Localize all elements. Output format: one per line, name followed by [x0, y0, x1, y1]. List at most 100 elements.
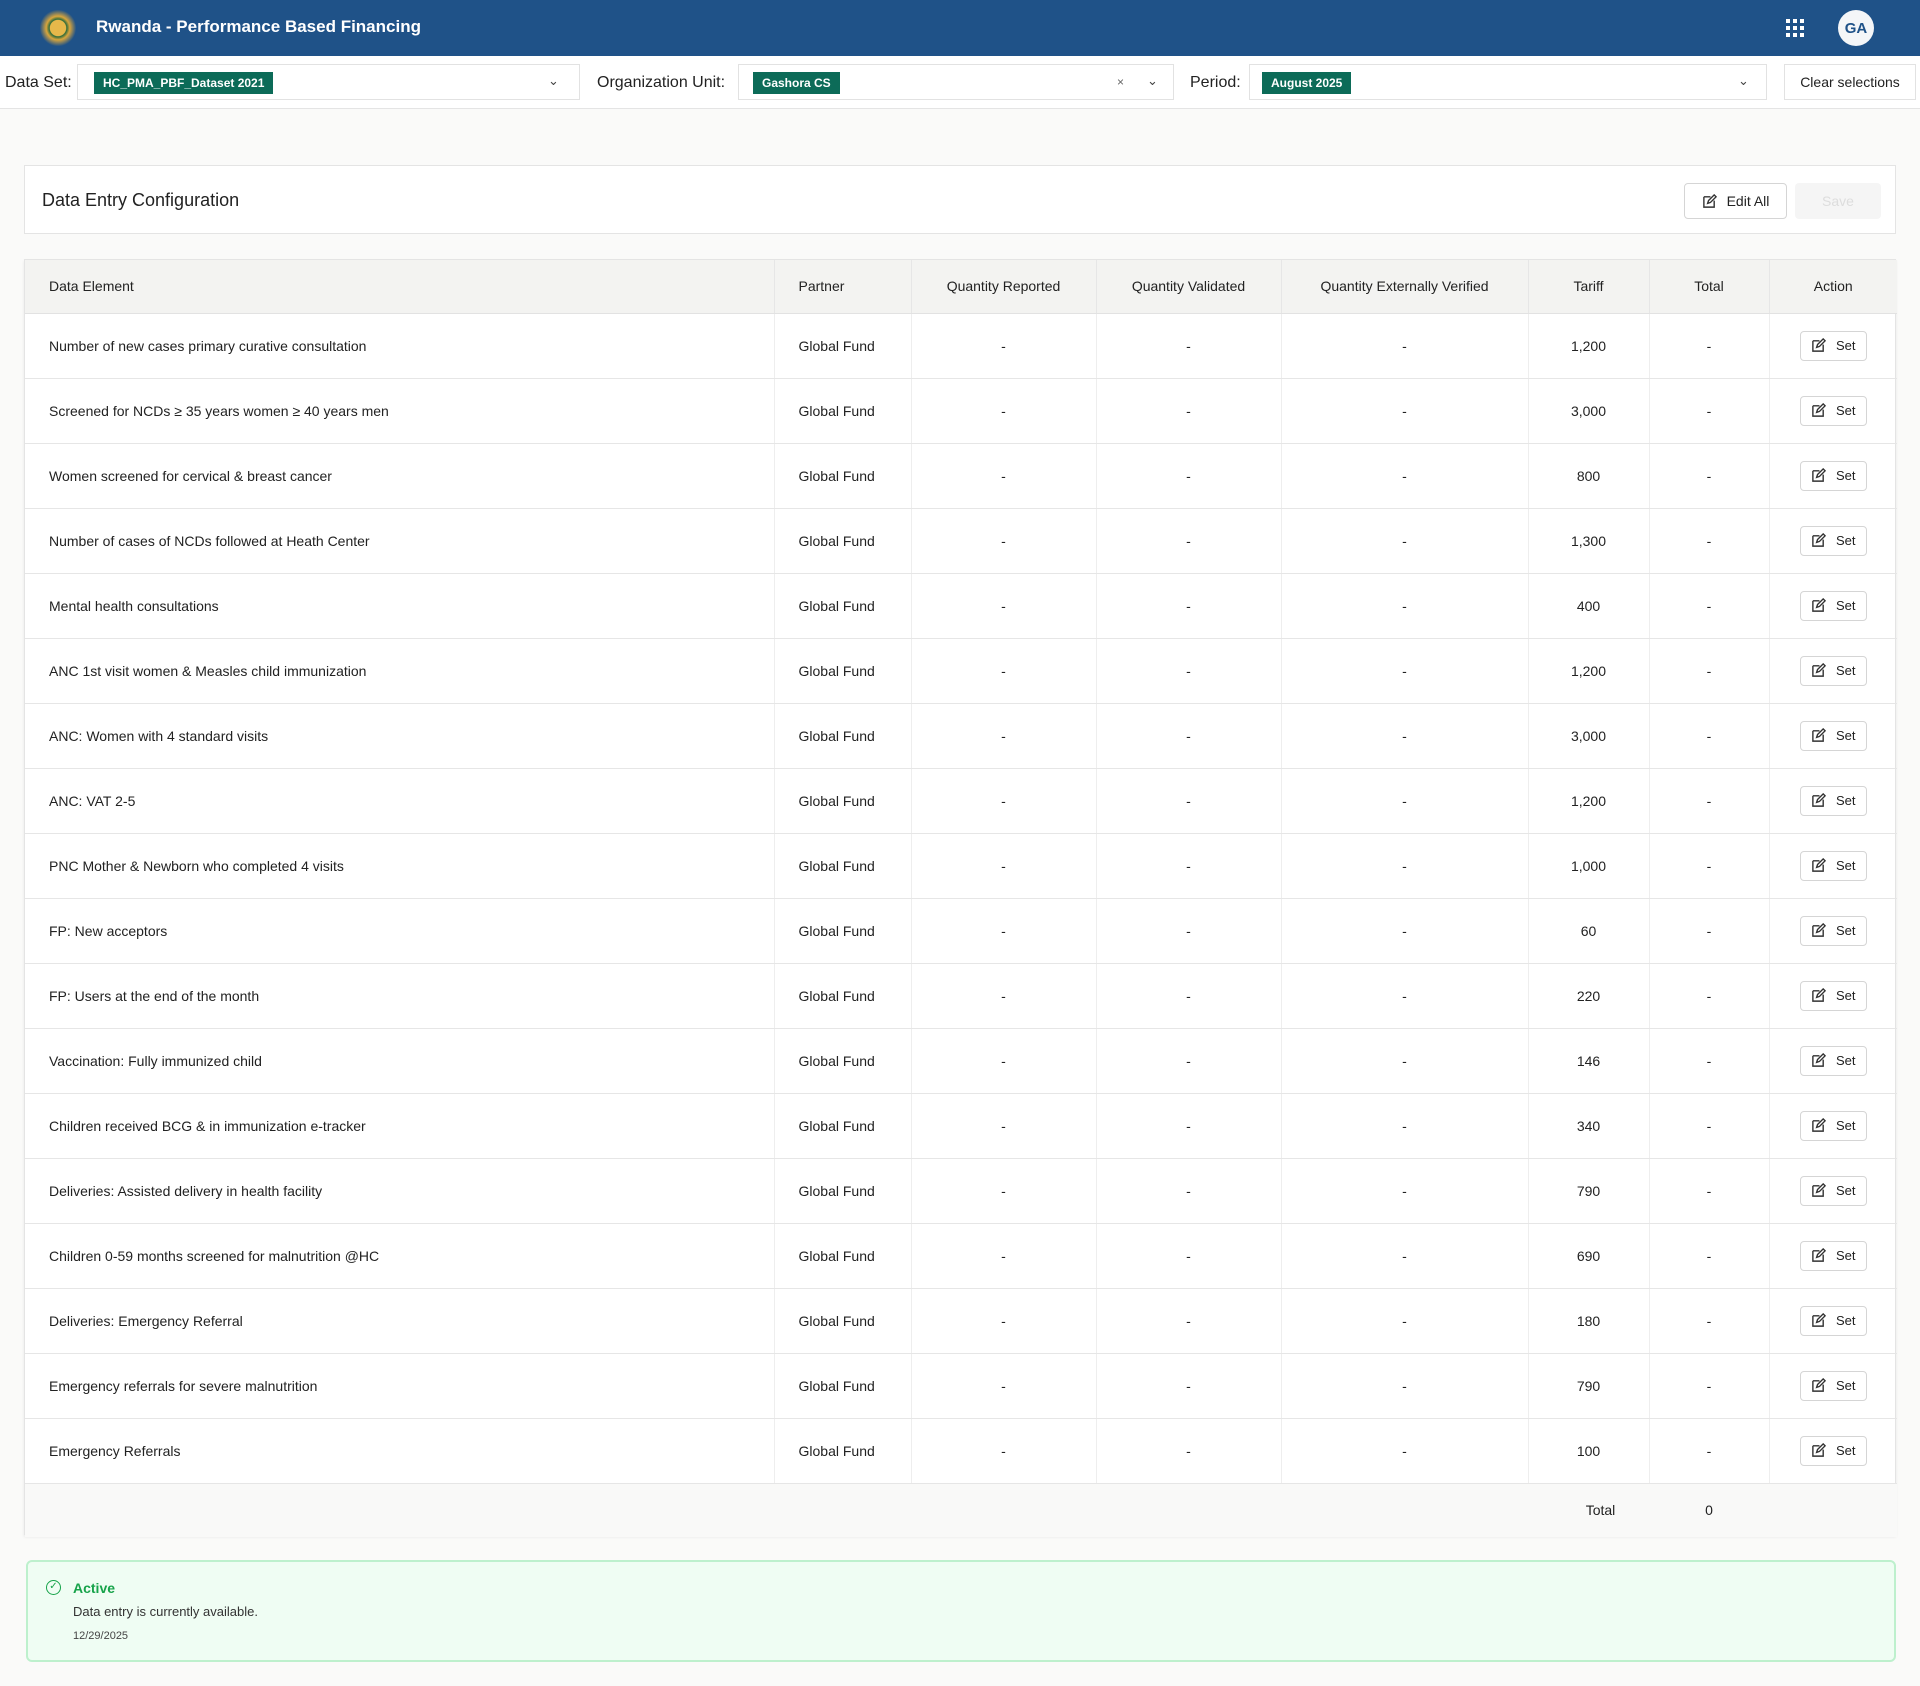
dataset-select[interactable]: HC_PMA_PBF_Dataset 2021 ⌄ [77, 64, 580, 100]
quantity-validated: - [1096, 703, 1282, 769]
partner: Global Fund [774, 1353, 912, 1419]
set-button[interactable]: Set [1799, 1435, 1867, 1466]
edit-icon [1812, 793, 1826, 807]
set-label: Set [1835, 533, 1856, 548]
orgunit-select[interactable]: Gashora CS × ⌄ [738, 64, 1174, 100]
quantity-reported: - [911, 443, 1097, 509]
tariff: 1,200 [1528, 638, 1650, 704]
table-row: Emergency referrals for severe malnutrit… [25, 1353, 1897, 1419]
table-row: Children 0-59 months screened for malnut… [25, 1223, 1897, 1289]
set-button[interactable]: Set [1799, 980, 1867, 1011]
set-button[interactable]: Set [1799, 1045, 1867, 1076]
edit-all-button[interactable]: Edit All [1684, 183, 1787, 219]
quantity-validated: - [1096, 638, 1282, 704]
action-cell: Set [1769, 1028, 1897, 1094]
set-button[interactable]: Set [1799, 1305, 1867, 1336]
partner: Global Fund [774, 898, 912, 964]
partner: Global Fund [774, 703, 912, 769]
set-button[interactable]: Set [1799, 1240, 1867, 1271]
tariff: 220 [1528, 963, 1650, 1029]
quantity-validated: - [1096, 1418, 1282, 1484]
set-label: Set [1835, 793, 1856, 808]
edit-all-label: Edit All [1726, 193, 1770, 209]
action-cell: Set [1769, 313, 1897, 379]
set-button[interactable]: Set [1799, 330, 1867, 361]
action-cell: Set [1769, 378, 1897, 444]
clear-icon[interactable]: × [1117, 75, 1125, 89]
column-header: Tariff [1528, 260, 1650, 314]
set-label: Set [1835, 1248, 1856, 1263]
set-label: Set [1835, 728, 1856, 743]
tariff: 146 [1528, 1028, 1650, 1094]
tariff: 800 [1528, 443, 1650, 509]
row-total: - [1649, 963, 1770, 1029]
period-select[interactable]: August 2025 ⌄ [1249, 64, 1767, 100]
column-header: Data Element [25, 260, 775, 314]
table-row: Vaccination: Fully immunized child Globa… [25, 1028, 1897, 1094]
set-button[interactable]: Set [1799, 785, 1867, 816]
column-header: Quantity Reported [911, 260, 1097, 314]
table-row: Mental health consultations Global Fund … [25, 573, 1897, 639]
quantity-externally-verified: - [1281, 508, 1529, 574]
quantity-externally-verified: - [1281, 573, 1529, 639]
set-button[interactable]: Set [1799, 655, 1867, 686]
set-button[interactable]: Set [1799, 460, 1867, 491]
set-label: Set [1835, 338, 1856, 353]
quantity-validated: - [1096, 443, 1282, 509]
quantity-externally-verified: - [1281, 638, 1529, 704]
data-element: Children received BCG & in immunization … [25, 1093, 775, 1159]
save-button[interactable]: Save [1795, 183, 1881, 219]
partner: Global Fund [774, 768, 912, 834]
set-button[interactable]: Set [1799, 720, 1867, 751]
quantity-validated: - [1096, 1223, 1282, 1289]
quantity-reported: - [911, 963, 1097, 1029]
edit-icon [1812, 598, 1826, 612]
set-button[interactable]: Set [1799, 1110, 1867, 1141]
set-button[interactable]: Set [1799, 525, 1867, 556]
chevron-down-icon[interactable]: ⌄ [1738, 73, 1749, 88]
partner: Global Fund [774, 1223, 912, 1289]
set-button[interactable]: Set [1799, 915, 1867, 946]
data-element: Screened for NCDs ≥ 35 years women ≥ 40 … [25, 378, 775, 444]
edit-icon [1812, 1443, 1826, 1457]
edit-icon [1812, 728, 1826, 742]
set-label: Set [1835, 923, 1856, 938]
partner: Global Fund [774, 313, 912, 379]
dataset-label: Data Set: [5, 74, 72, 91]
rwanda-coat-of-arms-logo [40, 9, 76, 47]
quantity-reported: - [911, 1028, 1097, 1094]
top-bar: Rwanda - Performance Based Financing GA [0, 0, 1920, 56]
set-button[interactable]: Set [1799, 1175, 1867, 1206]
set-button[interactable]: Set [1799, 395, 1867, 426]
partner: Global Fund [774, 963, 912, 1029]
user-avatar[interactable]: GA [1838, 10, 1874, 46]
action-cell: Set [1769, 1158, 1897, 1224]
quantity-reported: - [911, 1158, 1097, 1224]
action-cell: Set [1769, 1093, 1897, 1159]
row-total: - [1649, 703, 1770, 769]
tariff: 1,200 [1528, 768, 1650, 834]
clear-selections-button[interactable]: Clear selections [1784, 64, 1916, 100]
set-label: Set [1835, 598, 1856, 613]
status-title: Active [73, 1580, 116, 1596]
row-total: - [1649, 1288, 1770, 1354]
data-entry-table: Data Element Partner Quantity Reported Quan… [24, 259, 1897, 1537]
tariff: 1,300 [1528, 508, 1650, 574]
column-header: Action [1769, 260, 1897, 314]
set-label: Set [1835, 468, 1856, 483]
set-label: Set [1835, 858, 1856, 873]
set-button[interactable]: Set [1799, 590, 1867, 621]
chevron-down-icon[interactable]: ⌄ [548, 73, 559, 88]
set-button[interactable]: Set [1799, 1370, 1867, 1401]
tariff: 400 [1528, 573, 1650, 639]
set-label: Set [1835, 1118, 1856, 1133]
quantity-externally-verified: - [1281, 378, 1529, 444]
table-row: Deliveries: Assisted delivery in health … [25, 1158, 1897, 1224]
apps-grid-icon[interactable] [1786, 19, 1804, 37]
chevron-down-icon[interactable]: ⌄ [1147, 73, 1158, 88]
set-label: Set [1835, 1443, 1856, 1458]
edit-icon [1812, 663, 1826, 677]
partner: Global Fund [774, 638, 912, 704]
set-button[interactable]: Set [1799, 850, 1867, 881]
row-total: - [1649, 378, 1770, 444]
